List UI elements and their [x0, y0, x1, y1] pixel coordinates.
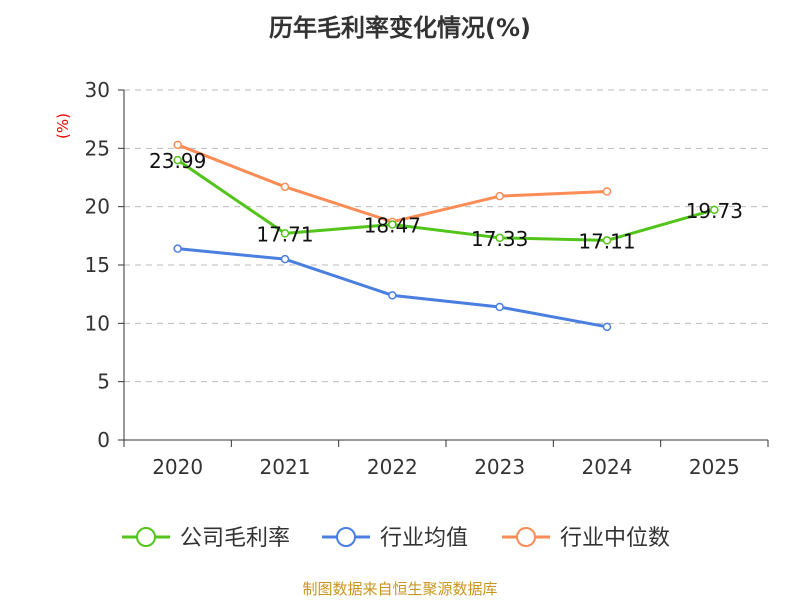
chart-title: 历年毛利率变化情况(%)	[269, 14, 531, 42]
legend-marker	[136, 527, 156, 547]
x-tick-label: 2021	[260, 455, 311, 479]
data-point	[173, 155, 182, 165]
data-label: 17.33	[471, 227, 528, 251]
data-point	[495, 191, 504, 201]
y-tick-label: 10	[85, 311, 110, 335]
data-point	[280, 182, 290, 192]
x-tick-label: 2020	[152, 455, 203, 479]
data-label: 19.73	[686, 199, 743, 223]
y-tick-label: 25	[85, 136, 110, 160]
series-line	[177, 247, 608, 329]
data-point	[388, 220, 397, 229]
data-point	[602, 187, 612, 196]
data-label: 18.47	[364, 214, 421, 238]
data-label: 17.71	[256, 222, 313, 246]
data-point	[173, 140, 182, 150]
data-point	[280, 229, 290, 238]
x-tick-label: 2024	[582, 455, 633, 479]
y-tick-label: 5	[97, 370, 110, 394]
data-point	[495, 302, 504, 312]
data-point	[602, 236, 612, 245]
legend-label: 公司毛利率	[180, 526, 290, 551]
series-line	[176, 158, 715, 242]
data-point	[388, 291, 397, 300]
data-point	[173, 244, 182, 253]
legend-marker	[336, 527, 356, 547]
x-tick-label: 2023	[474, 455, 525, 479]
y-tick-label: 20	[85, 195, 110, 219]
series-line	[177, 143, 608, 224]
y-axis-label: (%)	[54, 113, 72, 139]
legend-label: 行业均值	[380, 526, 468, 551]
data-point	[602, 322, 612, 332]
x-tick-label: 2025	[689, 455, 740, 479]
legend-marker	[516, 527, 536, 547]
x-tick-label: 2022	[367, 455, 418, 479]
data-label: 23.99	[149, 149, 206, 173]
y-tick-label: 15	[85, 253, 110, 277]
data-point	[280, 254, 290, 264]
y-tick-label: 30	[85, 78, 110, 102]
data-label: 17.11	[578, 229, 635, 253]
legend-label: 行业中位数	[560, 526, 670, 551]
data-point	[710, 205, 719, 215]
source-footer: 制图数据来自恒生聚源数据库	[302, 580, 498, 598]
y-tick-label: 0	[97, 428, 110, 452]
data-point	[495, 233, 504, 243]
